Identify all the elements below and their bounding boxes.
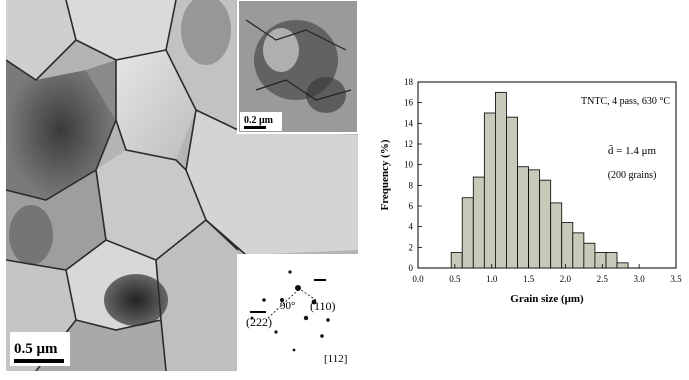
x-tick-label: 2.0 <box>560 274 572 284</box>
histogram-bar <box>572 232 585 269</box>
zone-axis-label: [112] <box>324 353 347 365</box>
inset-scale-label: 0.2 μm <box>244 115 274 126</box>
diffraction-spot-222: (222) <box>246 315 272 329</box>
y-tick-label: 6 <box>409 201 414 211</box>
grain-size-histogram: 0 2 4 6 8 10 12 14 16 18 0.0 0.5 1.0 1.5 2.0 2.5 3.0 3.5… <box>368 70 686 320</box>
histogram-bar <box>583 242 596 269</box>
histogram-bars <box>450 91 629 269</box>
x-axis-label: Grain size (μm) <box>510 293 584 305</box>
histogram-bar <box>450 252 463 269</box>
histogram-bar <box>461 197 474 269</box>
tem-micrograph: 0.2 μm 90° (110) ( <box>6 0 358 371</box>
histogram-bar <box>483 112 496 269</box>
histogram-bar <box>506 116 518 269</box>
y-tick-label: 14 <box>404 118 414 128</box>
annotation-mean-grain-size: d̄ = 1.4 μm <box>608 145 657 157</box>
histogram-bar <box>561 222 574 269</box>
histogram-bar <box>517 166 529 269</box>
y-axis-ticks: 0 2 4 6 8 10 12 14 16 18 <box>404 77 422 273</box>
x-tick-label: 3.0 <box>634 274 646 284</box>
y-tick-label: 0 <box>409 263 414 273</box>
x-tick-label: 3.5 <box>670 274 682 284</box>
y-tick-label: 8 <box>409 180 414 190</box>
y-axis-label: Frequency (%) <box>379 139 391 210</box>
x-tick-label: 0.0 <box>412 274 424 284</box>
diffraction-spot-110: (110) <box>310 299 336 313</box>
y-tick-label: 16 <box>404 98 414 108</box>
x-axis-ticks: 0.0 0.5 1.0 1.5 2.0 2.5 3.0 3.5 <box>412 264 682 284</box>
annotation-condition: TNTC, 4 pass, 630 °C <box>581 96 670 107</box>
histogram-bar <box>605 252 618 269</box>
histogram-bar <box>472 176 485 269</box>
main-scale-bar: 0.5 μm <box>10 332 70 366</box>
inset-micrograph: 0.2 μm <box>237 0 358 134</box>
y-tick-label: 18 <box>404 77 414 87</box>
histogram-bar <box>528 169 541 269</box>
x-tick-label: 0.5 <box>449 274 461 284</box>
y-tick-label: 4 <box>409 222 414 232</box>
x-tick-label: 1.5 <box>523 274 535 284</box>
histogram-bar <box>495 91 507 269</box>
diffraction-inset: 90° (110) (222) [112] <box>237 254 358 371</box>
y-tick-label: 12 <box>404 139 413 149</box>
annotation-grain-count: (200 grains) <box>608 170 657 181</box>
y-tick-label: 10 <box>404 160 414 170</box>
y-tick-label: 2 <box>409 242 414 252</box>
x-tick-label: 2.5 <box>597 274 609 284</box>
grain-regions <box>6 0 358 371</box>
histogram-bar <box>550 202 563 269</box>
histogram-bar <box>539 179 552 269</box>
histogram-bar <box>594 252 607 269</box>
x-tick-label: 1.0 <box>486 274 498 284</box>
main-scale-label: 0.5 μm <box>14 341 58 357</box>
histogram-bar <box>616 262 629 269</box>
diffraction-angle: 90° <box>280 300 295 312</box>
